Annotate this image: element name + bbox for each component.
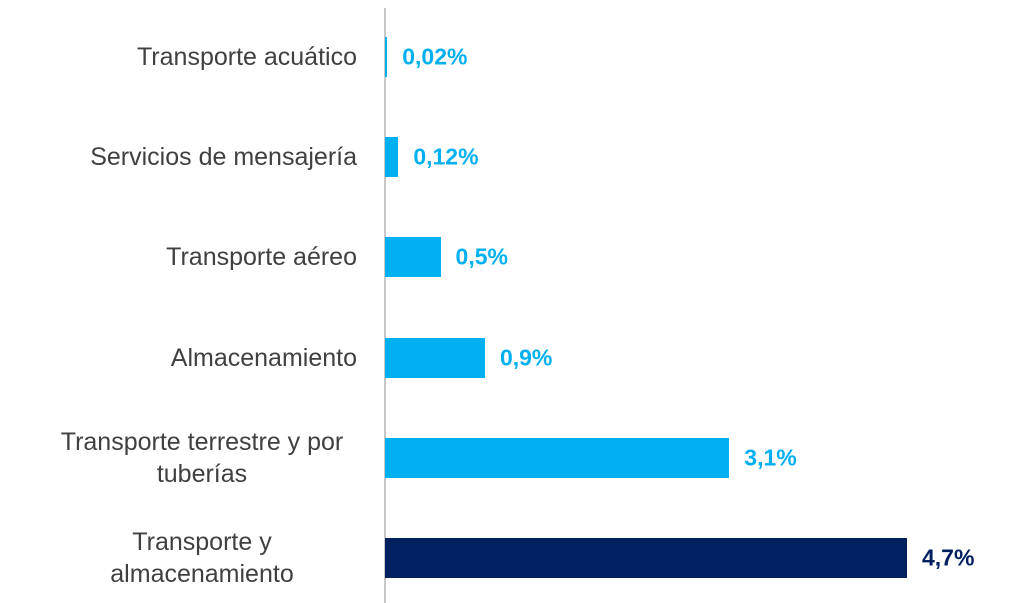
bar — [385, 337, 485, 378]
bar — [385, 37, 388, 77]
bar — [385, 137, 399, 178]
data-label: 4,7% — [922, 544, 975, 571]
category-text: Transporte y almacenamiento — [110, 528, 294, 588]
data-label: 0,5% — [455, 243, 508, 270]
data-label: 0,02% — [402, 43, 468, 70]
category-text: Transporte aéreo — [166, 243, 357, 272]
category-label: Servicios de mensajería — [90, 141, 357, 173]
bar — [385, 538, 907, 578]
data-label: 0,12% — [413, 143, 479, 170]
category-label: Transporte acuático — [137, 41, 357, 73]
category-label: Transporte terrestre y por tuberías — [47, 426, 357, 490]
bar — [385, 437, 730, 478]
bar — [385, 237, 441, 278]
category-text: Transporte acuático — [136, 43, 357, 71]
category-text: Transporte terrestre y por tuberías — [60, 427, 344, 488]
category-label: Almacenamiento — [171, 342, 357, 374]
category-text: Almacenamiento — [170, 343, 357, 372]
data-label: 3,1% — [744, 444, 797, 471]
category-label: Transporte aéreo — [166, 241, 357, 273]
category-label: Transporte y almacenamiento — [47, 526, 357, 590]
category-axis — [384, 8, 386, 603]
data-label: 0,9% — [499, 344, 553, 371]
category-text: Servicios de mensajería — [90, 143, 357, 172]
